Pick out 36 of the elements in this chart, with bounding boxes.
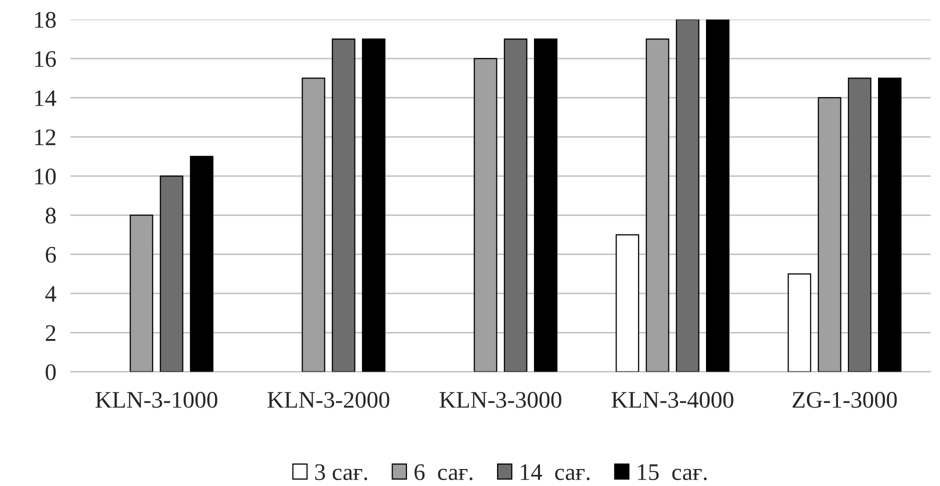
y-tick-label: 12	[35, 129, 56, 146]
legend-label: 3 сағ.	[315, 464, 368, 480]
y-tick-label: 10	[35, 168, 56, 184]
bar	[616, 234, 640, 372]
x-tick-label: KLN-3-3000	[440, 392, 562, 408]
bar	[676, 19, 700, 372]
y-tick-label: 4	[45, 286, 56, 302]
bar	[190, 156, 214, 372]
bar	[130, 214, 154, 372]
y-tick-label: 2	[46, 325, 56, 341]
bar	[818, 97, 842, 372]
legend-label: 14 сағ.	[520, 464, 590, 480]
x-tick-label: ZG-1-3000	[792, 392, 897, 408]
x-tick-label: KLN-3-2000	[268, 392, 390, 408]
bar	[504, 38, 528, 372]
y-tick-label: 6	[46, 246, 56, 263]
bar	[878, 78, 902, 372]
bar	[706, 19, 730, 372]
bar	[788, 273, 812, 372]
y-tick-label: 0	[46, 364, 56, 380]
bar	[848, 78, 872, 372]
legend-label: 6 сағ.	[414, 464, 472, 480]
y-tick-label: 18	[35, 12, 56, 28]
legend-label: 15 сағ.	[638, 464, 707, 480]
bar	[646, 38, 670, 372]
bar	[160, 175, 184, 372]
x-tick-label: KLN-3-4000	[612, 392, 734, 408]
bar	[302, 78, 326, 372]
bar	[362, 38, 386, 372]
y-tick-label: 16	[35, 51, 56, 68]
bar	[534, 38, 558, 372]
x-tick-label: KLN-3-1000	[96, 392, 218, 408]
bar	[474, 58, 498, 372]
y-tick-label: 14	[35, 90, 56, 106]
y-tick-label: 8	[46, 208, 56, 224]
bar	[332, 38, 356, 372]
